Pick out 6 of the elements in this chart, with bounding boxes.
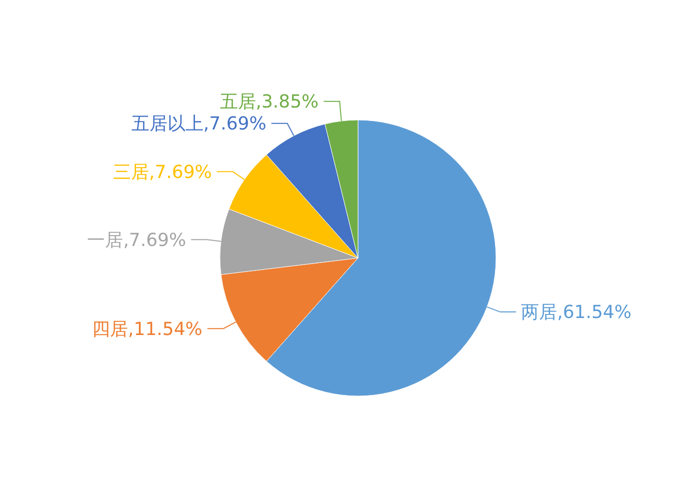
- slice-label: 五居以上,7.69%: [131, 114, 266, 135]
- slice-label: 五居,3.85%: [220, 92, 319, 113]
- slice-label: 两居,61.54%: [521, 302, 632, 324]
- slice-label: 一居,7.69%: [87, 230, 186, 251]
- slice-label: 三居,7.69%: [113, 162, 212, 183]
- slice-label: 四居,11.54%: [92, 318, 202, 340]
